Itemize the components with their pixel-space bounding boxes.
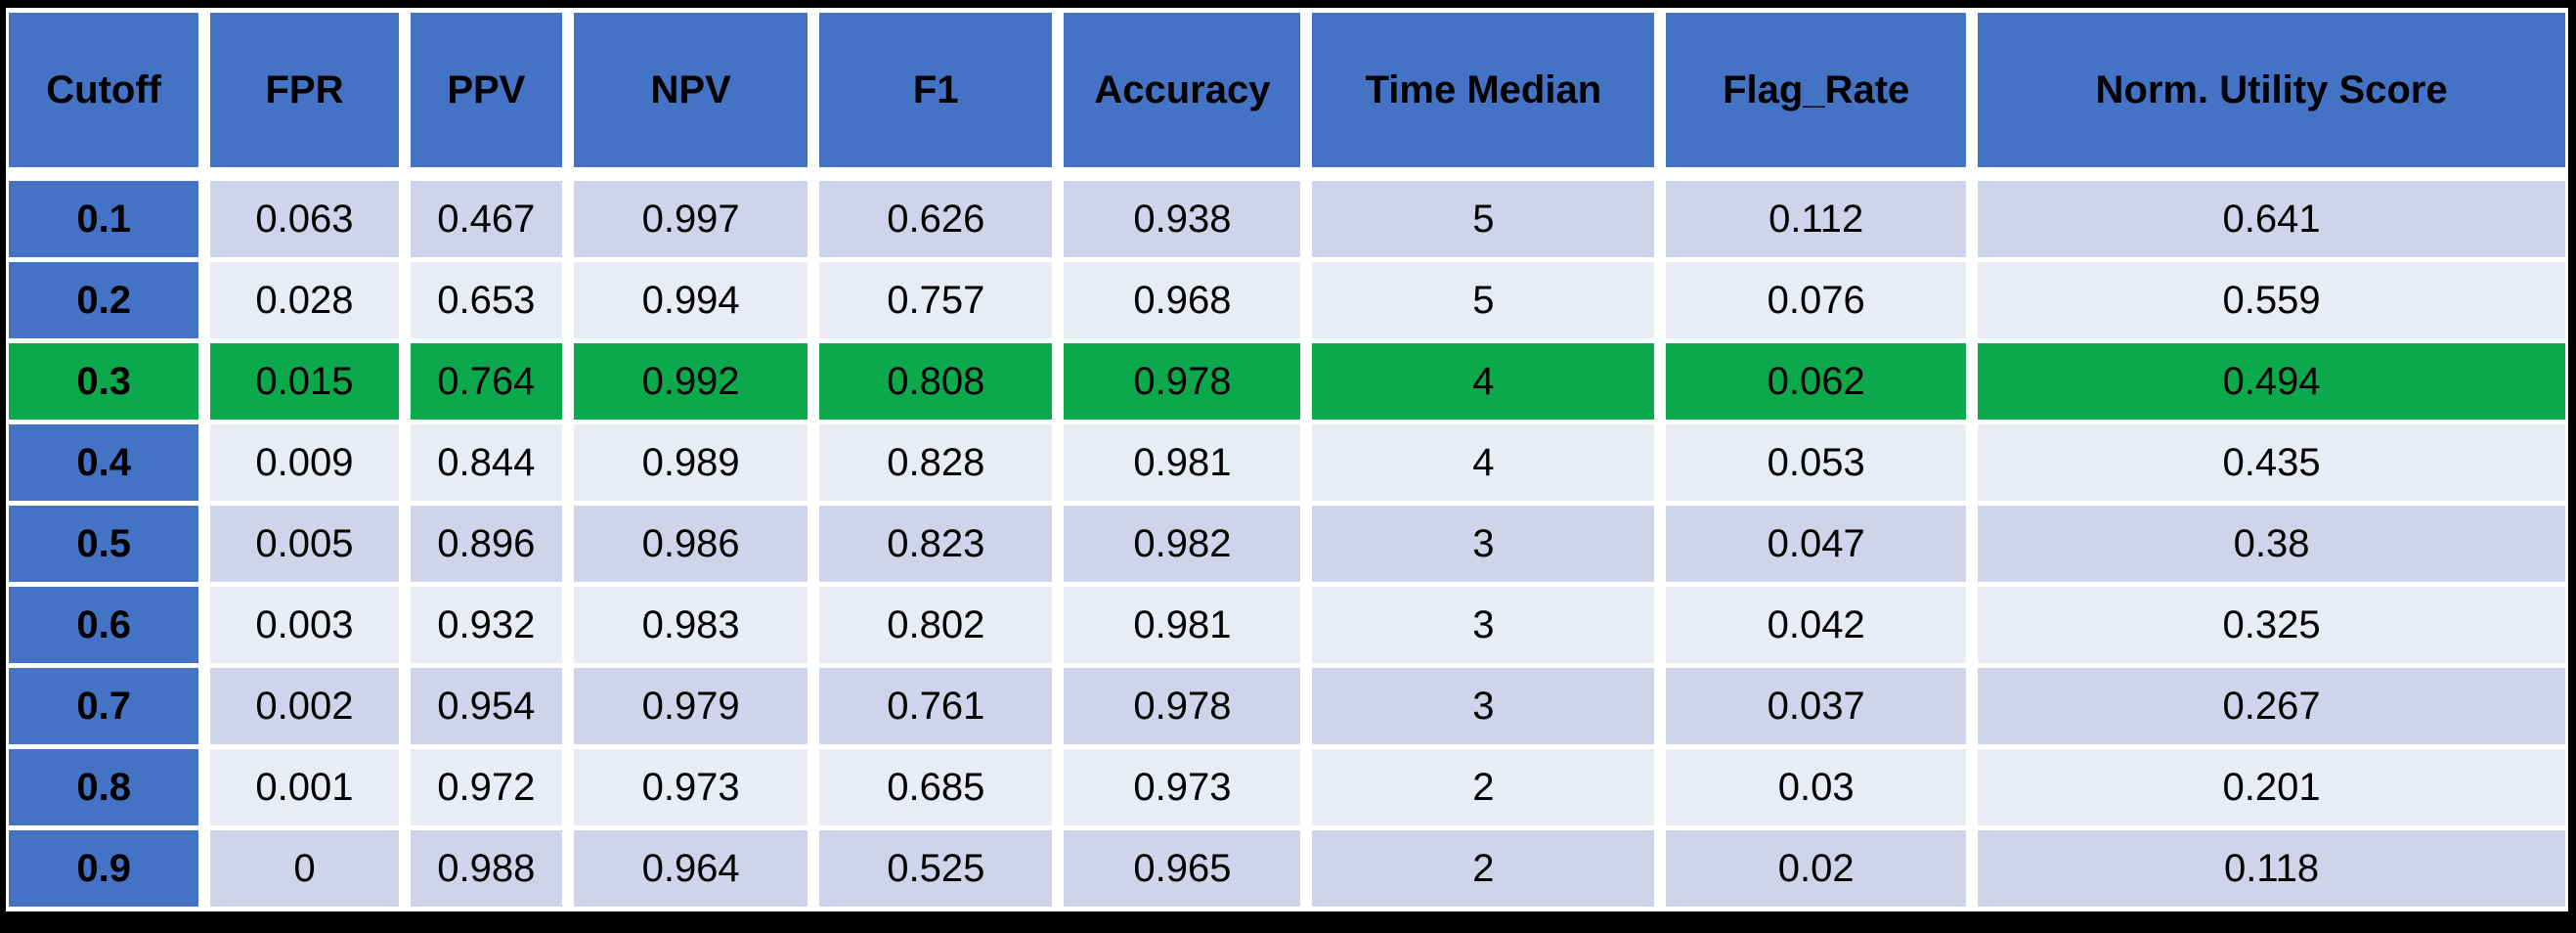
data-cell: 0.964	[574, 830, 808, 907]
data-cell: 0.525	[819, 830, 1053, 907]
data-cell: 0.983	[574, 587, 808, 663]
data-cell: 0.118	[1978, 830, 2565, 907]
data-cell: 0.802	[819, 587, 1053, 663]
header-cell-f1: F1	[819, 13, 1053, 167]
data-cell: 5	[1312, 181, 1655, 257]
data-cell: 0.981	[1064, 424, 1301, 501]
data-cell: 0.38	[1978, 506, 2565, 582]
data-cell: 0.015	[210, 343, 399, 420]
header-cell-accuracy: Accuracy	[1064, 13, 1301, 167]
row-header-cell: 0.9	[9, 830, 199, 907]
data-cell: 0.028	[210, 262, 399, 338]
data-cell: 0.435	[1978, 424, 2565, 501]
data-cell: 0.003	[210, 587, 399, 663]
metrics-table: Cutoff FPR PPV NPV F1 Accuracy Time Median Flag…	[6, 8, 2568, 911]
data-cell: 4	[1312, 424, 1655, 501]
data-cell: 0.005	[210, 506, 399, 582]
data-cell: 0.989	[574, 424, 808, 501]
table-body: 0.1 0.063 0.467 0.997 0.626 0.938 5 0.112 0.641 0…	[9, 181, 2565, 907]
data-cell: 0.267	[1978, 668, 2565, 744]
row-header-cell: 0.7	[9, 668, 199, 744]
data-cell: 2	[1312, 830, 1655, 907]
data-cell: 0.973	[1064, 749, 1301, 825]
data-cell: 0.653	[410, 262, 563, 338]
data-cell: 0.828	[819, 424, 1053, 501]
data-cell: 0.626	[819, 181, 1053, 257]
header-cell-flag-rate: Flag_Rate	[1666, 13, 1967, 167]
header-cell-npv: NPV	[574, 13, 808, 167]
data-cell: 0.047	[1666, 506, 1967, 582]
data-cell: 0.009	[210, 424, 399, 501]
data-cell: 0.965	[1064, 830, 1301, 907]
data-cell: 0.808	[819, 343, 1053, 420]
data-cell: 0.325	[1978, 587, 2565, 663]
data-cell: 0.988	[410, 830, 563, 907]
data-cell: 0.559	[1978, 262, 2565, 338]
data-cell: 3	[1312, 668, 1655, 744]
data-cell: 3	[1312, 506, 1655, 582]
data-cell: 0.823	[819, 506, 1053, 582]
row-header-cell: 0.1	[9, 181, 199, 257]
data-cell: 0.896	[410, 506, 563, 582]
data-cell: 0.997	[574, 181, 808, 257]
data-cell: 3	[1312, 587, 1655, 663]
data-cell: 0.986	[574, 506, 808, 582]
data-cell: 0.063	[210, 181, 399, 257]
data-cell: 0.954	[410, 668, 563, 744]
data-cell: 0.978	[1064, 343, 1301, 420]
row-header-cell: 0.3	[9, 343, 199, 420]
data-cell: 0	[210, 830, 399, 907]
table-header-row: Cutoff FPR PPV NPV F1 Accuracy Time Median Flag…	[9, 13, 2565, 167]
data-cell: 0.844	[410, 424, 563, 501]
row-header-cell: 0.8	[9, 749, 199, 825]
data-cell: 0.994	[574, 262, 808, 338]
data-cell: 0.641	[1978, 181, 2565, 257]
data-cell: 0.978	[1064, 668, 1301, 744]
data-cell: 0.972	[410, 749, 563, 825]
data-cell: 2	[1312, 749, 1655, 825]
header-cell-cutoff: Cutoff	[9, 13, 199, 167]
header-cell-ppv: PPV	[410, 13, 563, 167]
data-cell: 0.494	[1978, 343, 2565, 420]
data-cell: 0.932	[410, 587, 563, 663]
header-cell-norm-utility-score: Norm. Utility Score	[1978, 13, 2565, 167]
data-cell: 0.201	[1978, 749, 2565, 825]
data-cell: 0.037	[1666, 668, 1967, 744]
data-cell: 0.053	[1666, 424, 1967, 501]
data-cell: 5	[1312, 262, 1655, 338]
data-cell: 0.982	[1064, 506, 1301, 582]
data-cell: 0.979	[574, 668, 808, 744]
data-cell: 0.973	[574, 749, 808, 825]
row-header-cell: 0.4	[9, 424, 199, 501]
data-cell: 0.467	[410, 181, 563, 257]
data-cell: 0.042	[1666, 587, 1967, 663]
data-cell: 0.685	[819, 749, 1053, 825]
data-cell: 0.076	[1666, 262, 1967, 338]
data-cell: 0.001	[210, 749, 399, 825]
data-cell: 0.03	[1666, 749, 1967, 825]
data-cell: 0.981	[1064, 587, 1301, 663]
header-cell-time-median: Time Median	[1312, 13, 1655, 167]
data-cell: 0.02	[1666, 830, 1967, 907]
data-cell: 0.002	[210, 668, 399, 744]
data-cell: 0.757	[819, 262, 1053, 338]
data-cell: 0.764	[410, 343, 563, 420]
data-cell: 0.938	[1064, 181, 1301, 257]
row-header-cell: 0.5	[9, 506, 199, 582]
data-cell: 0.992	[574, 343, 808, 420]
data-cell: 0.062	[1666, 343, 1967, 420]
data-cell: 0.968	[1064, 262, 1301, 338]
data-cell: 4	[1312, 343, 1655, 420]
data-cell: 0.112	[1666, 181, 1967, 257]
row-header-cell: 0.6	[9, 587, 199, 663]
data-cell: 0.761	[819, 668, 1053, 744]
row-header-cell: 0.2	[9, 262, 199, 338]
header-cell-fpr: FPR	[210, 13, 399, 167]
